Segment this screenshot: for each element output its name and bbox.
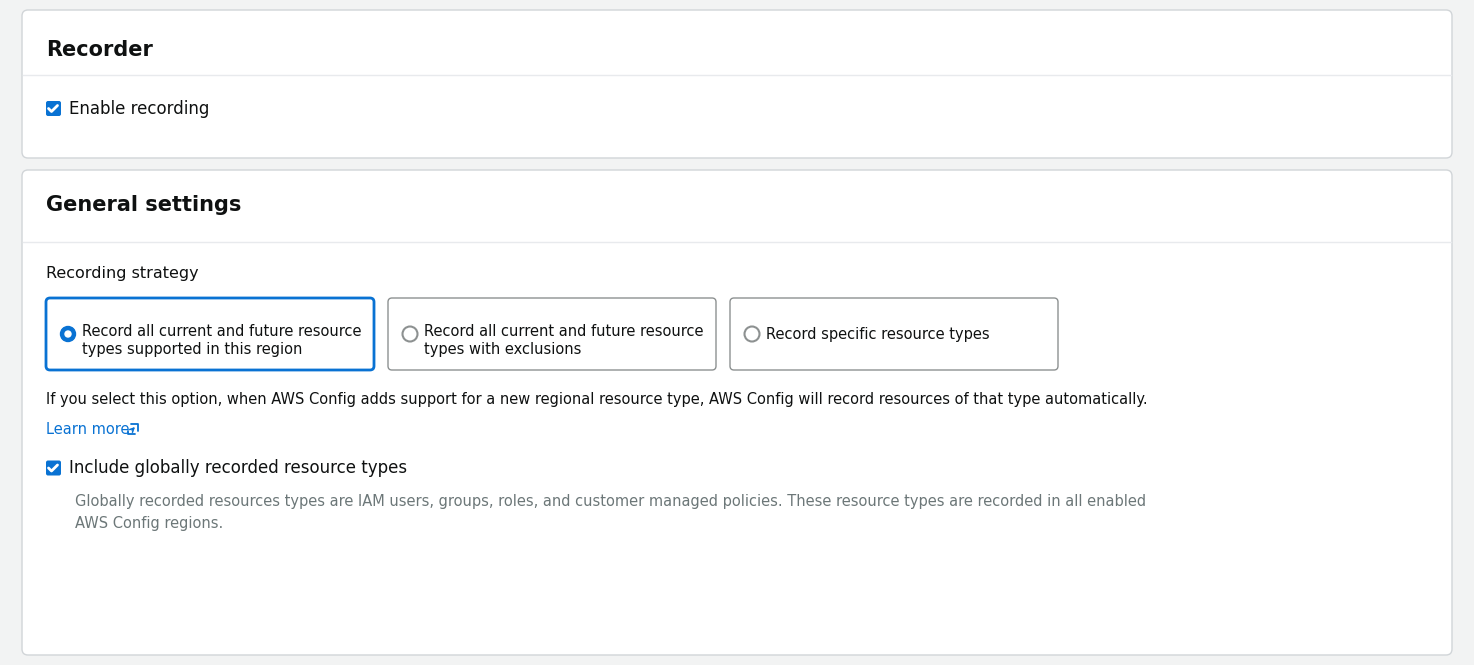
Text: Enable recording: Enable recording (69, 100, 209, 118)
Text: General settings: General settings (46, 195, 242, 215)
Text: Recorder: Recorder (46, 40, 153, 60)
Text: types with exclusions: types with exclusions (425, 342, 581, 357)
FancyBboxPatch shape (388, 298, 716, 370)
Text: Include globally recorded resource types: Include globally recorded resource types (69, 459, 407, 477)
FancyBboxPatch shape (730, 298, 1058, 370)
Text: types supported in this region: types supported in this region (83, 342, 302, 357)
FancyBboxPatch shape (46, 298, 374, 370)
Text: Record specific resource types: Record specific resource types (766, 327, 989, 342)
Circle shape (65, 331, 71, 337)
Text: Record all current and future resource: Record all current and future resource (83, 324, 361, 339)
Text: If you select this option, when AWS Config adds support for a new regional resou: If you select this option, when AWS Conf… (46, 392, 1148, 407)
FancyBboxPatch shape (22, 10, 1452, 158)
Text: Record all current and future resource: Record all current and future resource (425, 324, 703, 339)
Text: Recording strategy: Recording strategy (46, 266, 199, 281)
Circle shape (402, 327, 417, 342)
Text: Learn more: Learn more (46, 422, 130, 437)
FancyBboxPatch shape (22, 170, 1452, 655)
Text: AWS Config regions.: AWS Config regions. (75, 516, 223, 531)
FancyBboxPatch shape (46, 101, 60, 116)
Circle shape (744, 327, 759, 342)
FancyBboxPatch shape (46, 460, 60, 475)
Circle shape (60, 327, 75, 342)
Text: Globally recorded resources types are IAM users, groups, roles, and customer man: Globally recorded resources types are IA… (75, 494, 1147, 509)
